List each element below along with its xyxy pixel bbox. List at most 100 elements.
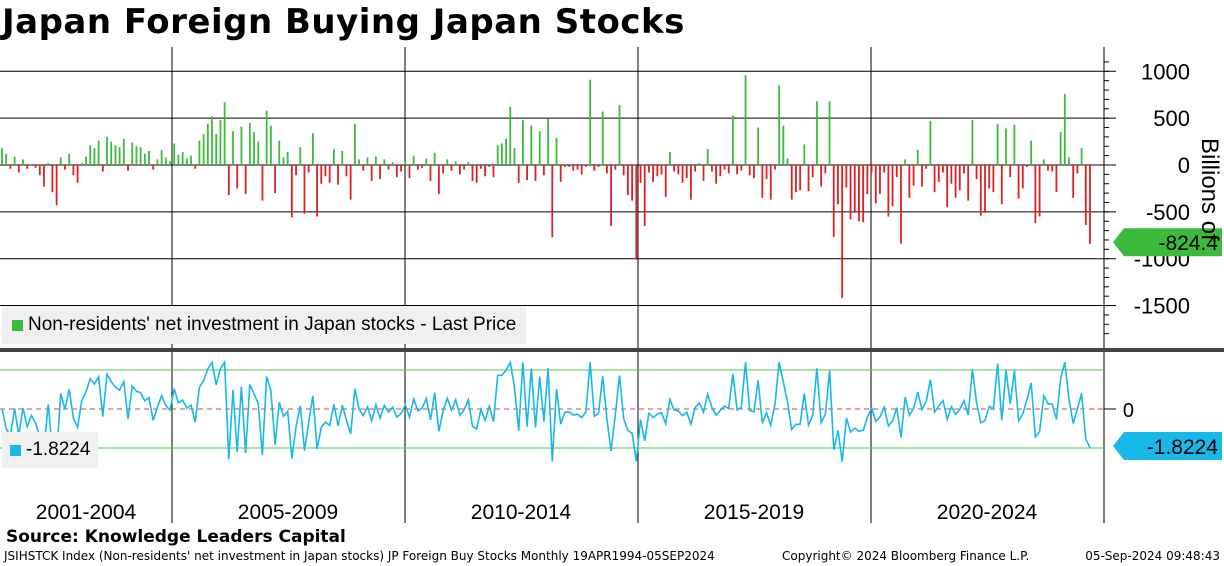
- bar: [904, 159, 907, 165]
- bar: [416, 165, 419, 170]
- panel-divider: [0, 348, 1224, 352]
- bar: [1084, 165, 1087, 225]
- bar: [374, 156, 377, 165]
- bar: [337, 165, 339, 185]
- bar: [278, 140, 281, 165]
- x-period-label: 2010-2014: [471, 501, 572, 524]
- bar: [127, 165, 129, 171]
- bar: [190, 155, 192, 165]
- bar: [55, 165, 58, 206]
- bar: [383, 159, 386, 165]
- bar: [811, 165, 814, 178]
- bar: [627, 165, 629, 195]
- bar: [1009, 165, 1012, 178]
- bar: [887, 165, 890, 217]
- bar: [34, 165, 37, 168]
- last-value-tags: -824.4 -1.8224: [1113, 228, 1222, 460]
- bar: [648, 165, 650, 173]
- bar: [215, 134, 218, 165]
- bar: [299, 147, 302, 165]
- bar: [118, 147, 121, 165]
- y-tick-label: -500: [1146, 200, 1190, 225]
- y-tick-label: 500: [1153, 106, 1190, 131]
- bar: [509, 106, 512, 165]
- bar: [988, 165, 991, 189]
- bar: [753, 165, 755, 179]
- bar: [585, 165, 587, 167]
- bar: [996, 123, 999, 165]
- bar: [1076, 165, 1079, 174]
- bar: [496, 145, 499, 165]
- bar: [253, 132, 255, 165]
- bar: [148, 150, 150, 165]
- bar: [690, 165, 692, 200]
- bar: [131, 142, 134, 165]
- bar: [505, 138, 507, 165]
- bar: [106, 136, 108, 165]
- bar: [1005, 128, 1007, 165]
- bar: [643, 165, 646, 226]
- bar: [971, 120, 974, 165]
- bar: [908, 165, 911, 198]
- bar: [963, 165, 965, 174]
- bar: [72, 165, 75, 176]
- bar: [622, 165, 625, 176]
- bar: [954, 165, 957, 198]
- bar: [757, 127, 760, 165]
- bar: [475, 165, 478, 183]
- bar: [610, 165, 613, 226]
- bar: [765, 165, 768, 180]
- bar: [30, 164, 33, 166]
- bar: [152, 165, 155, 170]
- bar: [849, 165, 852, 220]
- source-note: Source: Knowledge Leaders Capital: [6, 527, 346, 547]
- bar: [1017, 165, 1020, 199]
- bar: [387, 165, 390, 170]
- bar: [156, 159, 159, 165]
- bar: [269, 125, 272, 165]
- bar: [324, 165, 327, 177]
- bar: [551, 165, 554, 238]
- bar: [895, 165, 898, 178]
- bar: [1013, 124, 1016, 165]
- x-period-label: 2015-2019: [704, 501, 804, 524]
- bar: [853, 165, 856, 213]
- bar: [316, 165, 318, 217]
- bar: [421, 165, 423, 168]
- bar: [110, 141, 113, 165]
- bar: [97, 140, 100, 165]
- bar: [1, 148, 3, 165]
- bar: [795, 165, 797, 193]
- bar: [748, 165, 751, 176]
- bar: [614, 165, 617, 170]
- bar: [790, 165, 793, 200]
- footer-ticker: JSIHSTCK Index (Non-residents' net inves…: [4, 549, 715, 563]
- bar: [89, 145, 92, 165]
- bar: [862, 165, 865, 223]
- bar: [786, 158, 789, 165]
- bar: [395, 165, 398, 178]
- bar: [446, 159, 449, 165]
- bar: [463, 165, 465, 170]
- bar: [837, 165, 839, 205]
- bar: [807, 165, 810, 192]
- bar: [555, 137, 558, 165]
- bar: [572, 165, 575, 171]
- bar: [606, 165, 608, 174]
- y-tick-label: -1500: [1134, 294, 1190, 319]
- bar: [1055, 165, 1058, 193]
- bar: [631, 165, 634, 201]
- bar: [681, 165, 684, 183]
- bar: [93, 148, 96, 165]
- bar: [248, 122, 251, 165]
- bar: [744, 75, 747, 165]
- bar: [1021, 165, 1024, 189]
- bar: [685, 165, 688, 179]
- bar: [656, 165, 659, 177]
- bar: [471, 165, 474, 181]
- bar: [236, 165, 239, 189]
- bar: [467, 162, 470, 165]
- x-period-label: 2005-2009: [238, 501, 338, 524]
- legend-swatch-blue: [10, 444, 21, 456]
- bar: [526, 165, 528, 180]
